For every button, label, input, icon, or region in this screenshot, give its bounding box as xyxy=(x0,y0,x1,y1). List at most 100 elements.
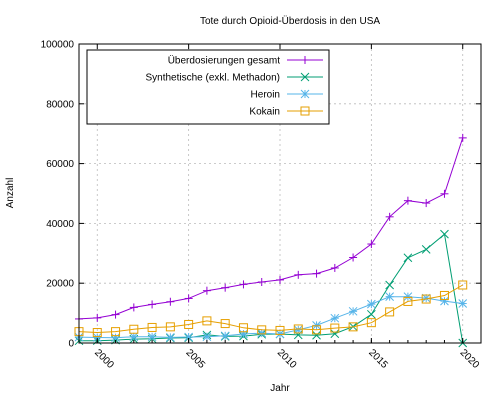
marker-square xyxy=(300,106,310,116)
marker-asterisk xyxy=(239,329,248,339)
marker-plus xyxy=(166,297,175,306)
marker-square xyxy=(184,319,194,329)
marker-square xyxy=(92,328,102,338)
series-line xyxy=(78,284,463,334)
series-line xyxy=(78,137,464,320)
marker-square xyxy=(366,318,376,328)
marker-asterisk xyxy=(111,333,120,343)
series-3 xyxy=(74,280,468,338)
marker-plus xyxy=(367,240,376,249)
legend-swatch xyxy=(287,56,323,64)
marker-square xyxy=(458,280,468,290)
marker-square xyxy=(275,325,285,335)
marker-cross xyxy=(367,309,376,319)
series-line xyxy=(78,296,463,339)
marker-square xyxy=(202,316,212,326)
marker-plus xyxy=(129,303,138,312)
legend-label: Heroin xyxy=(251,90,280,101)
marker-square xyxy=(403,296,413,306)
marker-asterisk xyxy=(385,292,394,302)
marker-plus xyxy=(312,269,321,278)
marker-plus xyxy=(349,253,358,262)
x-tick-label: 2015 xyxy=(366,347,390,371)
marker-square xyxy=(129,324,139,334)
marker-plus xyxy=(403,196,412,205)
series-0 xyxy=(75,133,467,323)
marker-plus xyxy=(276,275,284,284)
marker-asterisk xyxy=(257,328,267,338)
marker-square xyxy=(385,307,395,317)
legend-box xyxy=(86,49,330,125)
y-tick-label: 80000 xyxy=(46,99,74,110)
legend-label: Synthetische (exkl. Methadon) xyxy=(145,73,280,84)
marker-plus xyxy=(301,56,309,64)
y-axis-label: Anzahl xyxy=(5,178,16,209)
marker-square xyxy=(257,325,267,335)
marker-cross xyxy=(312,330,321,340)
marker-cross xyxy=(440,229,449,239)
marker-plus xyxy=(257,278,266,287)
marker-asterisk xyxy=(367,299,376,309)
marker-plus xyxy=(458,133,467,142)
y-tick-label: 0 xyxy=(68,339,74,350)
marker-asterisk xyxy=(184,332,193,342)
marker-plus xyxy=(148,300,157,309)
marker-asterisk xyxy=(147,332,157,342)
chart-title: Tote durch Opioid-Überdosis in den USA xyxy=(200,15,380,27)
marker-asterisk xyxy=(220,331,230,341)
series-layer xyxy=(74,133,468,348)
marker-cross xyxy=(421,245,431,254)
marker-asterisk xyxy=(403,292,413,302)
marker-asterisk xyxy=(92,333,102,342)
x-tick-label: 2000 xyxy=(92,347,116,371)
marker-plus xyxy=(111,310,120,319)
marker-asterisk xyxy=(440,296,449,306)
y-tick-label: 40000 xyxy=(46,219,74,230)
marker-asterisk xyxy=(458,299,468,308)
marker-asterisk xyxy=(129,332,139,342)
x-tick-label: 2020 xyxy=(458,347,482,371)
legend-label: Überdosierungen gesamt xyxy=(168,55,281,67)
marker-square xyxy=(421,294,431,304)
marker-plus xyxy=(184,294,193,303)
marker-square xyxy=(330,323,340,333)
series-line xyxy=(78,233,464,344)
marker-square xyxy=(312,325,322,335)
y-axis: 0 20000 40000 60000 80000 100000 xyxy=(41,40,481,350)
marker-square xyxy=(111,327,121,337)
marker-plus xyxy=(422,199,431,208)
marker-square xyxy=(165,322,175,332)
marker-square xyxy=(348,322,358,332)
marker-cross xyxy=(330,329,340,339)
marker-square xyxy=(238,323,248,333)
y-tick-label: 20000 xyxy=(46,279,74,290)
legend: Überdosierungen gesamt Synthetische (exkl… xyxy=(86,49,330,125)
marker-cross xyxy=(403,253,413,263)
legend-swatch xyxy=(287,89,323,99)
legend-label: Kokain xyxy=(249,107,280,118)
marker-asterisk xyxy=(202,332,212,342)
marker-plus xyxy=(294,270,303,279)
marker-asterisk xyxy=(348,306,358,316)
marker-asterisk xyxy=(300,89,310,99)
marker-square xyxy=(220,319,230,329)
x-tick-label: 2010 xyxy=(275,347,299,371)
marker-plus xyxy=(93,313,102,322)
marker-plus xyxy=(221,283,230,292)
marker-plus xyxy=(202,286,211,295)
marker-cross xyxy=(385,280,394,290)
marker-plus xyxy=(239,280,248,289)
marker-square xyxy=(147,322,157,332)
x-tick-label: 2005 xyxy=(184,347,208,371)
legend-swatch xyxy=(287,72,323,82)
y-tick-label: 100000 xyxy=(41,40,75,51)
marker-asterisk xyxy=(330,313,340,323)
x-axis-label: Jahr xyxy=(270,383,290,394)
marker-plus xyxy=(440,189,449,198)
marker-plus xyxy=(330,263,339,272)
marker-plus xyxy=(385,212,394,221)
marker-cross xyxy=(300,72,310,82)
marker-square xyxy=(439,290,449,300)
y-tick-label: 60000 xyxy=(46,159,74,170)
